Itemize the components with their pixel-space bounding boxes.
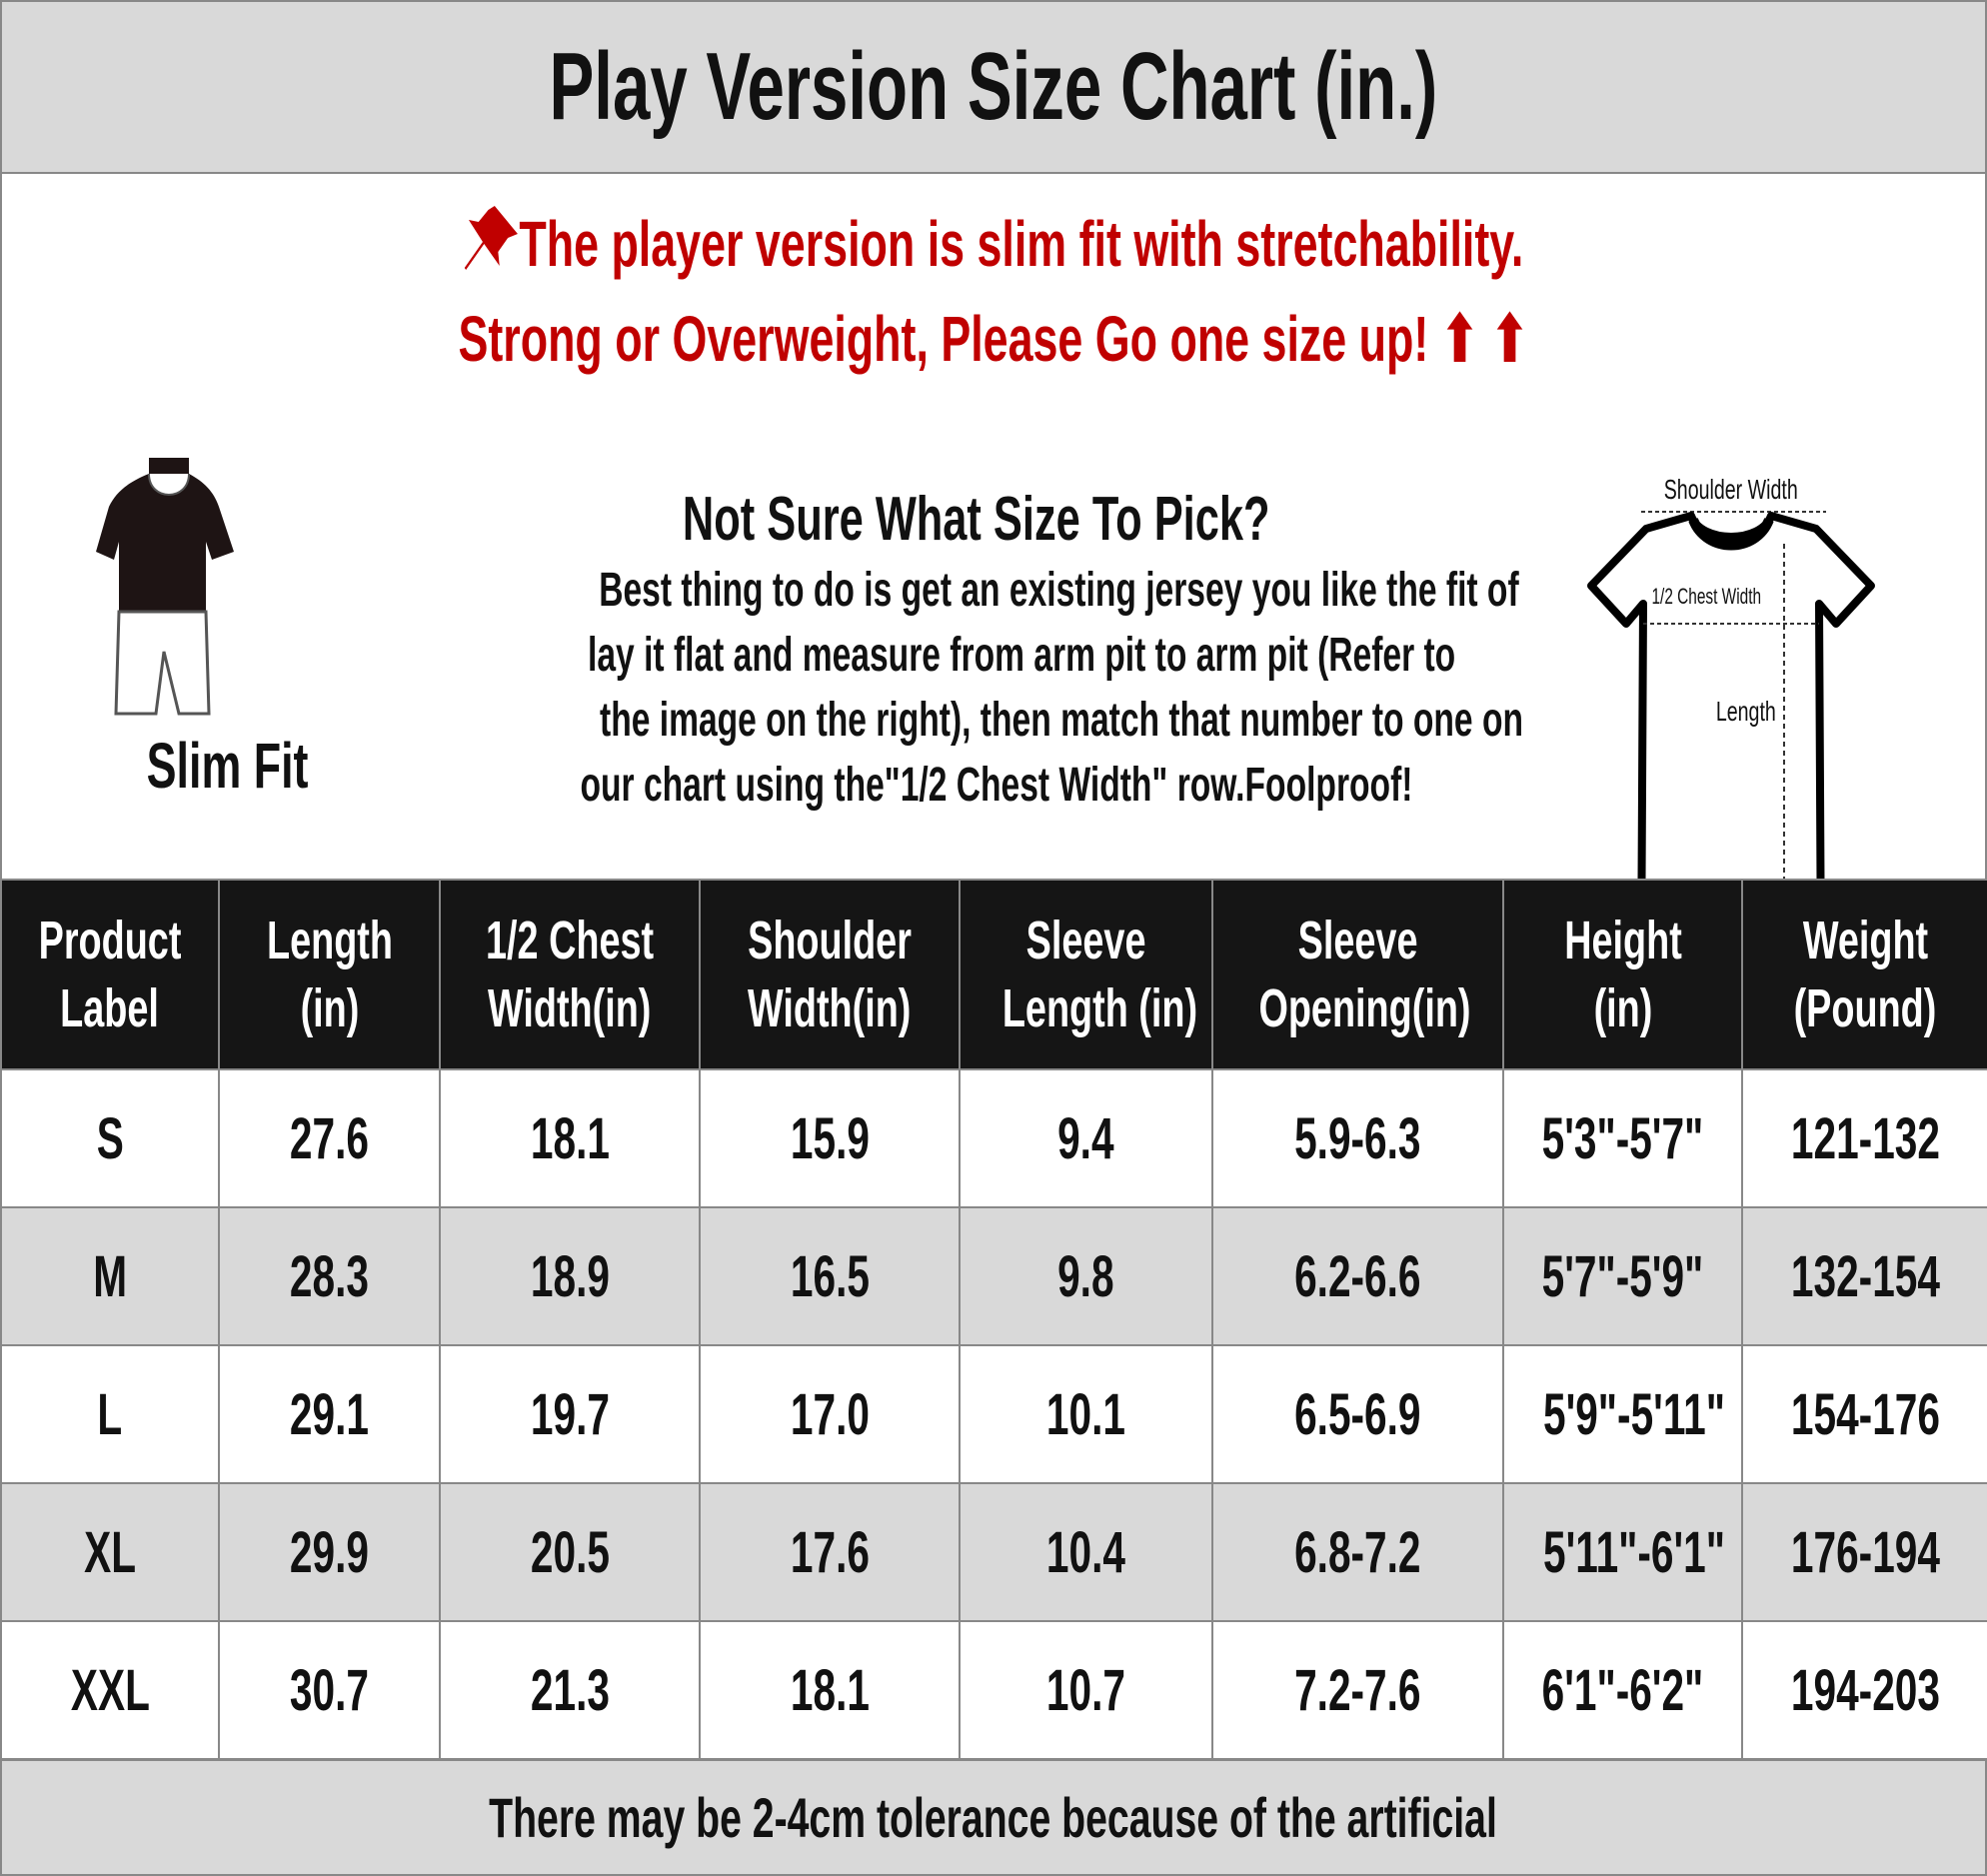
length-label: Length: [1716, 696, 1776, 727]
table-cell: 5.9-6.3: [1211, 1068, 1504, 1208]
table-cell: 15.9: [699, 1068, 961, 1208]
table-cell: L: [0, 1344, 220, 1484]
table-cell: 17.0: [699, 1344, 961, 1484]
table-row: M 28.3 18.9 16.5 9.8 6.2-6.6 5'7"-5'9" 132-154: [0, 1206, 1987, 1346]
chest-width-label: 1/2 Chest Width: [1651, 584, 1761, 609]
table-cell: 9.4: [959, 1068, 1213, 1208]
table-cell: 7.2-7.6: [1211, 1620, 1504, 1760]
table-row: S 27.6 18.1 15.9 9.4 5.9-6.3 5'3"-5'7" 121-132: [0, 1068, 1987, 1208]
table-cell: XXL: [0, 1620, 220, 1760]
measurement-diagram: Shoulder Width 1/2 Chest Width Length: [1581, 454, 1881, 993]
fit-label: Slim Fit: [146, 730, 309, 802]
table-cell: 10.4: [959, 1482, 1213, 1622]
table-cell: 6.2-6.6: [1211, 1206, 1504, 1346]
table-cell: 21.3: [439, 1620, 701, 1760]
table-cell: XL: [0, 1482, 220, 1622]
table-cell: 6.5-6.9: [1211, 1344, 1504, 1484]
shoulder-width-label: Shoulder Width: [1663, 474, 1799, 505]
table-cell: 28.3: [218, 1206, 441, 1346]
table-cell: 19.7: [439, 1344, 701, 1484]
table-cell: 5'11"-6'1": [1502, 1482, 1743, 1622]
table-cell: 194-203: [1741, 1620, 1987, 1760]
table-cell: 5'7"-5'9": [1502, 1206, 1743, 1346]
table-cell: 30.7: [218, 1620, 441, 1760]
table-cell: 6'1"-6'2": [1502, 1620, 1743, 1760]
table-cell: 29.1: [218, 1344, 441, 1484]
column-header: Weight (Pound): [1741, 879, 1987, 1070]
size-table: Product Label Length (in) 1/2 Chest Width(in)…: [0, 879, 1987, 1760]
table-cell: 121-132: [1741, 1068, 1987, 1208]
column-header: Length (in): [218, 879, 441, 1070]
table-cell: 18.1: [699, 1620, 961, 1760]
table-header-row: Product Label Length (in) 1/2 Chest Width(in)…: [0, 879, 1987, 1070]
table-cell: 154-176: [1741, 1344, 1987, 1484]
column-header: Height (in): [1502, 879, 1743, 1070]
column-header: Shoulder Width(in): [699, 879, 961, 1070]
column-header: Sleeve Opening(in): [1211, 879, 1504, 1070]
table-row: XXL 30.7 21.3 18.1 10.7 7.2-7.6 6'1"-6'2" 194-2…: [0, 1620, 1987, 1760]
table-cell: 176-194: [1741, 1482, 1987, 1622]
column-header: Sleeve Length (in): [959, 879, 1213, 1070]
table-cell: 10.7: [959, 1620, 1213, 1760]
table-cell: 132-154: [1741, 1206, 1987, 1346]
page-title: Play Version Size Chart (in.): [0, 0, 1987, 174]
table-cell: M: [0, 1206, 220, 1346]
guide-body: Best thing to do is get an existing jers…: [580, 564, 1523, 812]
pushpin-icon: [464, 206, 519, 270]
notice-line-2: Strong or Overweight, Please Go one size…: [458, 303, 1529, 375]
tolerance-note: There may be 2-4cm tolerance because of …: [0, 1759, 1987, 1876]
table-cell: 5'9"-5'11": [1502, 1344, 1743, 1484]
notice-line-1: The player version is slim fit with stre…: [2, 204, 1985, 281]
table-cell: 10.1: [959, 1344, 1213, 1484]
table-cell: 5'3"-5'7": [1502, 1068, 1743, 1208]
table-cell: 6.8-7.2: [1211, 1482, 1504, 1622]
table-cell: S: [0, 1068, 220, 1208]
column-header: Product Label: [0, 879, 220, 1070]
table-cell: 29.9: [218, 1482, 441, 1622]
table-cell: 16.5: [699, 1206, 961, 1346]
table-cell: 17.6: [699, 1482, 961, 1622]
table-cell: 20.5: [439, 1482, 701, 1622]
table-cell: 18.1: [439, 1068, 701, 1208]
column-header: 1/2 Chest Width(in): [439, 879, 701, 1070]
table-cell: 9.8: [959, 1206, 1213, 1346]
table-row: L 29.1 19.7 17.0 10.1 6.5-6.9 5'9"-5'11" 154-17…: [0, 1344, 1987, 1484]
slim-fit-figure-icon: [96, 458, 234, 716]
guide-heading: Not Sure What Size To Pick?: [683, 485, 1270, 554]
table-row: XL 29.9 20.5 17.6 10.4 6.8-7.2 5'11"-6'1" 176-1…: [0, 1482, 1987, 1622]
info-section: The player version is slim fit with stre…: [0, 174, 1987, 979]
table-cell: 18.9: [439, 1206, 701, 1346]
table-cell: 27.6: [218, 1068, 441, 1208]
